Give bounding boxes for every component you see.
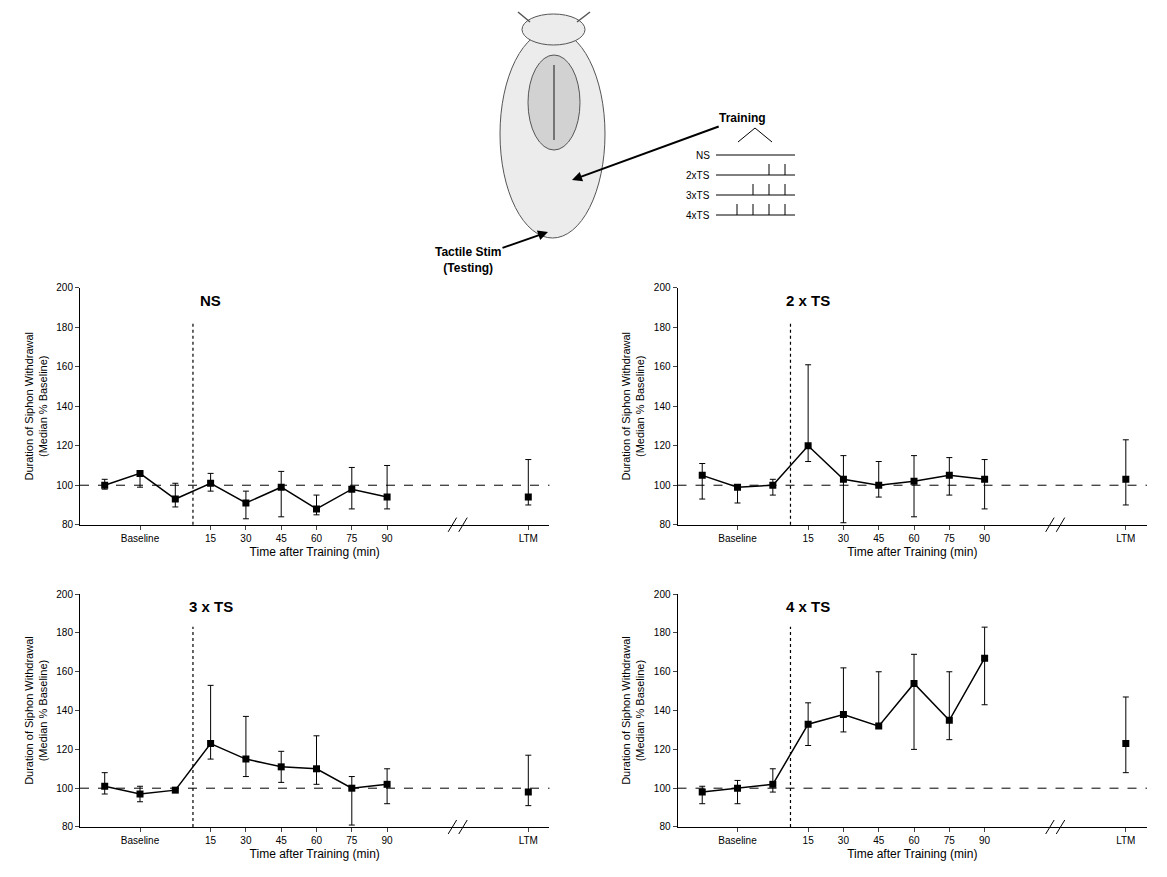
svg-text:Time after Training (min): Time after Training (min) xyxy=(250,847,380,861)
svg-text:140: 140 xyxy=(654,401,671,412)
svg-text:120: 120 xyxy=(56,744,73,755)
svg-text:140: 140 xyxy=(56,401,73,412)
svg-text:60: 60 xyxy=(908,533,920,544)
svg-text:75: 75 xyxy=(944,533,956,544)
svg-text:LTM: LTM xyxy=(519,835,538,846)
svg-text:15: 15 xyxy=(205,533,217,544)
svg-text:180: 180 xyxy=(56,627,73,638)
svg-text:140: 140 xyxy=(56,705,73,716)
svg-text:90: 90 xyxy=(382,533,394,544)
svg-text:Duration of Siphon Withdrawal(: Duration of Siphon Withdrawal(Median % B… xyxy=(620,636,646,785)
svg-text:Tactile Stim(Testing): Tactile Stim(Testing) xyxy=(435,245,501,275)
svg-text:75: 75 xyxy=(346,533,358,544)
svg-text:LTM: LTM xyxy=(1116,533,1135,544)
svg-text:Time after Training (min): Time after Training (min) xyxy=(847,545,977,559)
svg-text:Baseline: Baseline xyxy=(121,533,160,544)
svg-text:100: 100 xyxy=(654,480,671,491)
svg-text:180: 180 xyxy=(654,322,671,333)
svg-text:140: 140 xyxy=(654,705,671,716)
svg-text:3xTS: 3xTS xyxy=(686,190,710,201)
svg-text:60: 60 xyxy=(908,835,920,846)
svg-text:Training: Training xyxy=(719,111,766,125)
svg-text:100: 100 xyxy=(56,783,73,794)
svg-text:75: 75 xyxy=(346,835,358,846)
svg-text:120: 120 xyxy=(654,744,671,755)
svg-text:15: 15 xyxy=(205,835,217,846)
svg-text:4xTS: 4xTS xyxy=(686,210,710,221)
svg-text:90: 90 xyxy=(979,835,991,846)
svg-text:45: 45 xyxy=(873,533,885,544)
svg-text:15: 15 xyxy=(803,835,815,846)
svg-text:Time after Training (min): Time after Training (min) xyxy=(250,545,380,559)
svg-text:LTM: LTM xyxy=(519,533,538,544)
svg-text:75: 75 xyxy=(944,835,956,846)
svg-text:200: 200 xyxy=(56,589,73,600)
svg-text:100: 100 xyxy=(56,480,73,491)
svg-text:200: 200 xyxy=(654,282,671,293)
svg-text:LTM: LTM xyxy=(1116,835,1135,846)
svg-text:15: 15 xyxy=(803,533,815,544)
svg-text:NS: NS xyxy=(200,292,221,309)
svg-text:180: 180 xyxy=(56,322,73,333)
svg-text:200: 200 xyxy=(56,282,73,293)
svg-text:4 x TS: 4 x TS xyxy=(786,598,830,615)
svg-text:160: 160 xyxy=(56,361,73,372)
svg-text:Time after Training (min): Time after Training (min) xyxy=(847,847,977,861)
svg-text:45: 45 xyxy=(873,835,885,846)
svg-text:160: 160 xyxy=(654,666,671,677)
svg-text:Baseline: Baseline xyxy=(121,835,160,846)
svg-text:80: 80 xyxy=(62,821,74,832)
svg-text:30: 30 xyxy=(838,533,850,544)
svg-text:60: 60 xyxy=(311,533,323,544)
svg-text:160: 160 xyxy=(56,666,73,677)
svg-text:Duration of Siphon Withdrawal(: Duration of Siphon Withdrawal(Median % B… xyxy=(620,332,646,481)
svg-text:100: 100 xyxy=(654,783,671,794)
svg-text:80: 80 xyxy=(659,821,671,832)
svg-text:45: 45 xyxy=(276,533,288,544)
svg-text:30: 30 xyxy=(838,835,850,846)
svg-text:Duration of Siphon Withdrawal(: Duration of Siphon Withdrawal(Median % B… xyxy=(23,332,49,481)
svg-text:Baseline: Baseline xyxy=(718,835,757,846)
svg-text:Duration of Siphon Withdrawal(: Duration of Siphon Withdrawal(Median % B… xyxy=(23,636,49,785)
svg-text:NS: NS xyxy=(696,150,710,161)
svg-text:45: 45 xyxy=(276,835,288,846)
svg-text:3 x TS: 3 x TS xyxy=(189,598,233,615)
svg-text:90: 90 xyxy=(382,835,394,846)
svg-text:60: 60 xyxy=(311,835,323,846)
svg-text:2 x TS: 2 x TS xyxy=(786,292,830,309)
svg-text:90: 90 xyxy=(979,533,991,544)
svg-text:2xTS: 2xTS xyxy=(686,170,710,181)
svg-text:160: 160 xyxy=(654,361,671,372)
svg-text:30: 30 xyxy=(240,533,252,544)
svg-text:80: 80 xyxy=(62,519,74,530)
svg-text:30: 30 xyxy=(240,835,252,846)
svg-text:120: 120 xyxy=(654,440,671,451)
svg-text:80: 80 xyxy=(659,519,671,530)
svg-text:200: 200 xyxy=(654,589,671,600)
svg-text:180: 180 xyxy=(654,627,671,638)
svg-text:120: 120 xyxy=(56,440,73,451)
svg-text:Baseline: Baseline xyxy=(718,533,757,544)
